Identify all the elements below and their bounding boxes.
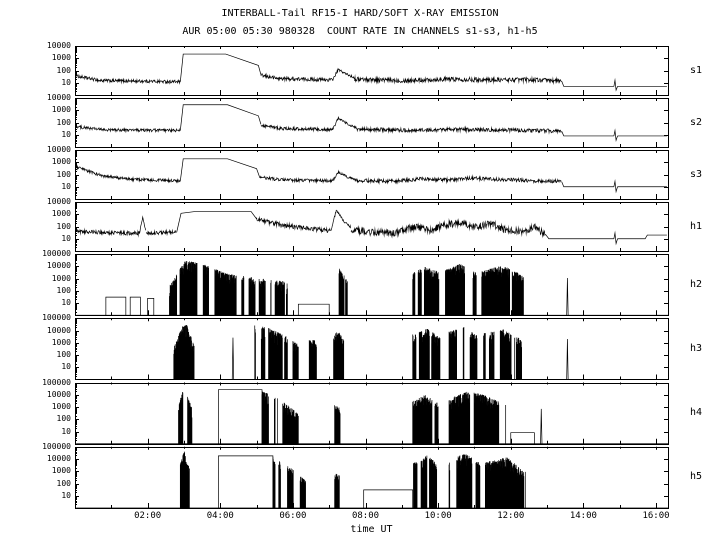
y-tick-label: 10000 bbox=[46, 454, 71, 463]
channel-label-h4: h4 bbox=[690, 407, 703, 419]
chart-subtitle: AUR 05:00 05:30 980328 COUNT RATE IN CHA… bbox=[182, 26, 538, 37]
y-tick-label: 100000 bbox=[42, 313, 71, 323]
channel-label-h2: h2 bbox=[690, 278, 703, 290]
channel-label-s3: s3 bbox=[690, 168, 703, 180]
y-tick-label: 1000 bbox=[51, 273, 71, 283]
x-tick-label: 14:00 bbox=[569, 511, 597, 521]
y-tick-label: 10000 bbox=[46, 145, 71, 154]
y-tick-label: 10000 bbox=[46, 41, 71, 50]
x-tick-label: 10:00 bbox=[424, 511, 452, 521]
y-tick-label: 10 bbox=[61, 426, 71, 436]
y-tick-label: 1000 bbox=[51, 466, 71, 476]
y-tick-label: 10000 bbox=[46, 261, 71, 271]
y-tick-label: 10 bbox=[61, 181, 71, 191]
x-tick-label: 02:00 bbox=[134, 511, 162, 521]
y-tick-label: 1000 bbox=[51, 105, 71, 115]
x-tick-label: 16:00 bbox=[642, 511, 670, 521]
y-tick-label: 100 bbox=[56, 478, 71, 488]
y-tick-label: 100000 bbox=[42, 441, 71, 451]
y-tick-label: 1000 bbox=[51, 157, 71, 167]
x-tick-label: 12:00 bbox=[497, 511, 525, 521]
channel-label-s2: s2 bbox=[690, 116, 703, 128]
y-tick-label: 1000 bbox=[51, 402, 71, 411]
y-tick-label: 100000 bbox=[42, 377, 71, 387]
y-tick-label: 10000 bbox=[46, 389, 71, 399]
y-tick-label: 10 bbox=[61, 129, 71, 139]
channel-label-s1: s1 bbox=[690, 64, 703, 76]
y-tick-label: 10 bbox=[61, 233, 71, 243]
y-tick-label: 100 bbox=[56, 169, 71, 179]
y-tick-label: 10 bbox=[61, 77, 71, 87]
y-tick-label: 100000 bbox=[42, 249, 71, 258]
y-tick-label: 100 bbox=[56, 65, 71, 75]
y-tick-label: 100 bbox=[56, 221, 71, 231]
y-tick-label: 100 bbox=[56, 414, 71, 424]
chart-title: INTERBALL-Tail RF15-I HARD/SOFT X-RAY EM… bbox=[221, 8, 499, 19]
x-tick-label: 08:00 bbox=[351, 511, 380, 521]
y-tick-label: 10 bbox=[61, 490, 71, 500]
y-tick-label: 10000 bbox=[46, 93, 71, 102]
y-tick-label: 1000 bbox=[51, 209, 71, 219]
y-tick-label: 1000 bbox=[51, 53, 71, 63]
y-tick-label: 10 bbox=[61, 298, 71, 307]
y-tick-label: 10000 bbox=[46, 325, 71, 335]
y-tick-label: 10000 bbox=[46, 197, 71, 206]
y-tick-label: 1000 bbox=[51, 337, 71, 347]
y-tick-label: 100 bbox=[56, 285, 71, 295]
x-tick-label: 04:00 bbox=[206, 511, 234, 521]
y-tick-label: 100 bbox=[56, 117, 71, 127]
y-tick-label: 10 bbox=[61, 362, 71, 372]
y-tick-label: 100 bbox=[56, 350, 71, 359]
channel-label-h1: h1 bbox=[690, 220, 703, 232]
x-axis-label: time UT bbox=[350, 524, 393, 535]
x-tick-label: 06:00 bbox=[279, 511, 307, 521]
channel-label-h3: h3 bbox=[690, 342, 703, 354]
channel-label-h5: h5 bbox=[690, 471, 703, 483]
